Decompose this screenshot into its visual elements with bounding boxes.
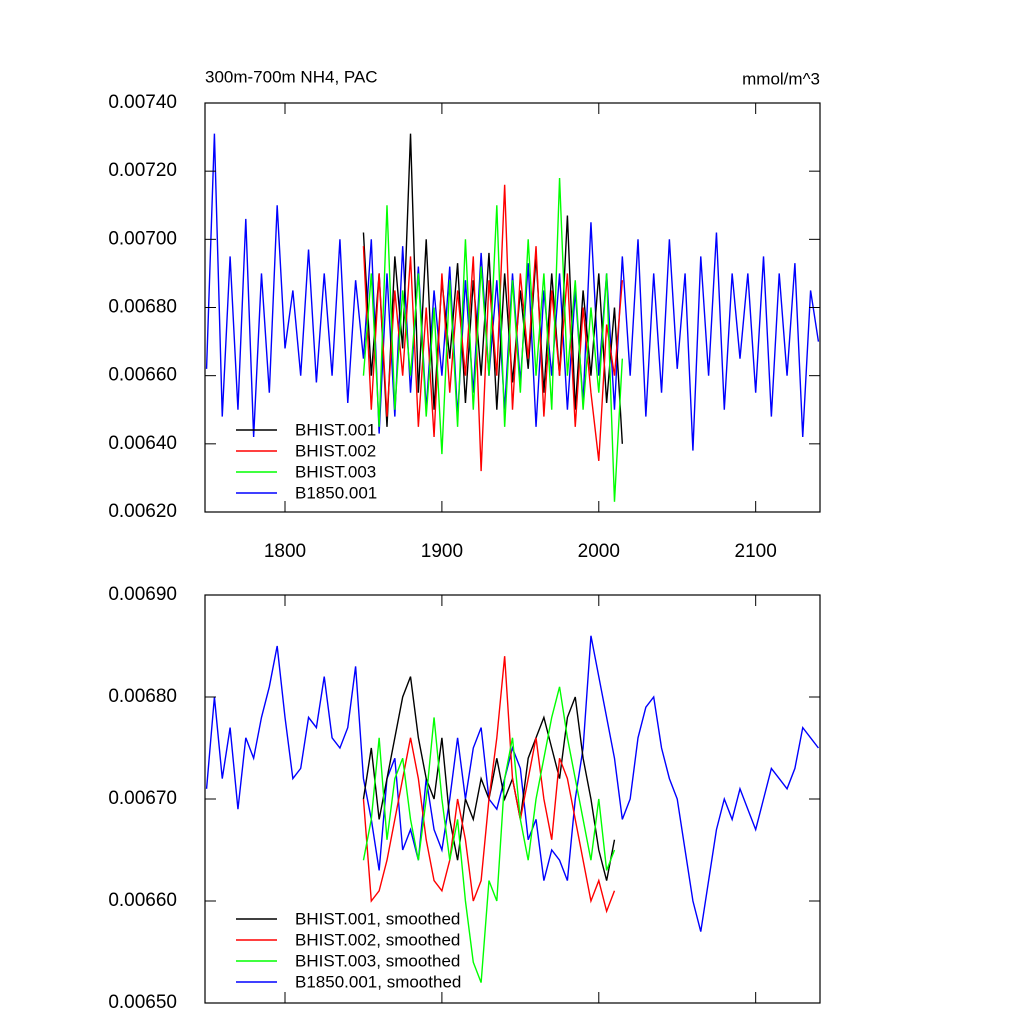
- data-line: [362, 656, 616, 914]
- y-tick-label: 0.00740: [108, 92, 177, 113]
- y-tick-label: 0.00680: [108, 297, 177, 318]
- units-label: mmol/m^3: [742, 69, 820, 88]
- y-tick-label: 0.00640: [108, 433, 177, 454]
- data-line: [205, 133, 820, 451]
- y-tick-label: 0.00690: [108, 584, 177, 605]
- y-tick-label: 0.00660: [108, 890, 177, 911]
- y-tick-label: 0.00660: [108, 365, 177, 386]
- legend-label: B1850.001, smoothed: [295, 972, 461, 991]
- legend-label: BHIST.002: [295, 441, 376, 460]
- data-line: [362, 686, 616, 983]
- legend-label: BHIST.003: [295, 462, 376, 481]
- legend-label: BHIST.003, smoothed: [295, 951, 460, 970]
- y-tick-label: 0.00720: [108, 160, 177, 181]
- x-tick-label: 1800: [264, 541, 306, 562]
- data-line: [362, 177, 624, 502]
- legend-label: BHIST.002, smoothed: [295, 930, 460, 949]
- y-tick-label: 0.00650: [108, 992, 177, 1013]
- x-tick-label: 2100: [735, 541, 777, 562]
- x-tick-label: 1900: [421, 541, 463, 562]
- y-tick-label: 0.00700: [108, 228, 177, 249]
- y-tick-label: 0.00680: [108, 686, 177, 707]
- legend-label: B1850.001: [295, 483, 377, 502]
- x-tick-label: 2000: [578, 541, 620, 562]
- chart-title: 300m-700m NH4, PAC: [205, 67, 378, 86]
- y-tick-label: 0.00670: [108, 788, 177, 809]
- data-line: [205, 635, 819, 932]
- data-line: [362, 184, 624, 472]
- y-tick-label: 0.00620: [108, 501, 177, 522]
- legend-label: BHIST.001: [295, 420, 376, 439]
- legend-label: BHIST.001, smoothed: [295, 909, 460, 928]
